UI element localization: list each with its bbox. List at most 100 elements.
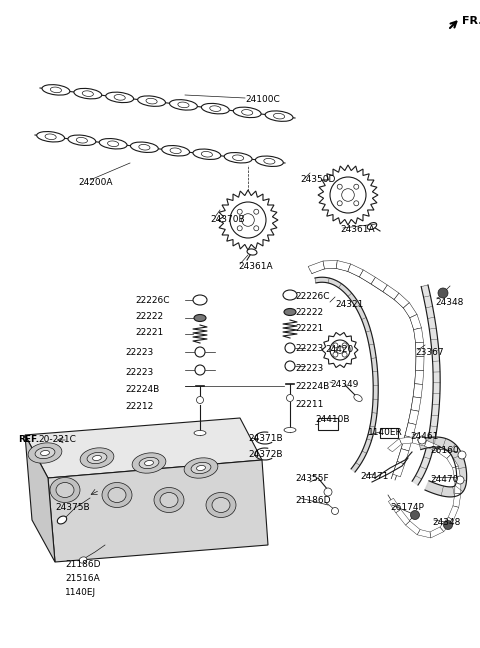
Ellipse shape [247, 249, 257, 255]
Polygon shape [412, 437, 427, 446]
Text: 22221: 22221 [295, 324, 323, 333]
Polygon shape [393, 461, 405, 477]
Text: 22224B: 22224B [295, 382, 329, 391]
Text: 22224B: 22224B [125, 385, 159, 394]
Circle shape [330, 177, 366, 213]
Text: 24349: 24349 [330, 380, 359, 389]
Circle shape [254, 209, 259, 214]
Ellipse shape [106, 92, 133, 102]
Text: 24361A: 24361A [238, 262, 273, 271]
Ellipse shape [57, 516, 67, 524]
Polygon shape [323, 260, 337, 269]
Ellipse shape [50, 87, 61, 93]
Polygon shape [394, 293, 409, 308]
Polygon shape [308, 261, 324, 273]
Text: 21186D: 21186D [295, 496, 331, 505]
Text: 1140EJ: 1140EJ [65, 588, 96, 597]
Ellipse shape [80, 448, 114, 469]
Polygon shape [360, 270, 375, 284]
FancyBboxPatch shape [380, 428, 398, 438]
Text: 22223: 22223 [125, 368, 153, 377]
Polygon shape [411, 397, 421, 411]
Ellipse shape [201, 152, 213, 157]
Ellipse shape [265, 111, 293, 121]
Text: 24321: 24321 [335, 300, 363, 309]
Text: 22221: 22221 [135, 328, 163, 337]
Circle shape [237, 209, 242, 214]
Text: 24200A: 24200A [78, 178, 112, 187]
Polygon shape [447, 454, 458, 468]
Polygon shape [425, 441, 440, 452]
Ellipse shape [206, 492, 236, 518]
Ellipse shape [36, 132, 64, 142]
Polygon shape [440, 517, 454, 531]
Ellipse shape [102, 483, 132, 507]
Ellipse shape [139, 457, 159, 469]
Ellipse shape [74, 88, 102, 99]
Ellipse shape [35, 447, 55, 459]
Ellipse shape [162, 146, 190, 156]
Circle shape [330, 340, 350, 360]
Polygon shape [397, 448, 409, 464]
Polygon shape [388, 498, 401, 513]
Text: 21516A: 21516A [65, 574, 100, 583]
Text: 24372B: 24372B [248, 450, 283, 459]
Ellipse shape [224, 152, 252, 163]
Text: 24375B: 24375B [55, 503, 90, 512]
Ellipse shape [146, 98, 157, 104]
Polygon shape [383, 285, 399, 299]
Text: 24410B: 24410B [315, 415, 349, 424]
Text: 24461: 24461 [410, 432, 438, 441]
Circle shape [336, 347, 344, 354]
Text: 22222: 22222 [135, 312, 163, 321]
Circle shape [458, 451, 466, 459]
Ellipse shape [202, 104, 229, 114]
Polygon shape [453, 466, 461, 480]
Ellipse shape [139, 145, 150, 150]
Ellipse shape [79, 557, 87, 563]
FancyBboxPatch shape [318, 418, 338, 430]
Text: 24350D: 24350D [300, 175, 336, 184]
Circle shape [285, 361, 295, 371]
Circle shape [332, 507, 338, 515]
Text: 24355F: 24355F [295, 474, 329, 483]
Polygon shape [430, 527, 444, 538]
Text: 24348: 24348 [432, 518, 460, 527]
Polygon shape [405, 422, 416, 438]
Circle shape [418, 436, 426, 444]
Polygon shape [453, 494, 461, 507]
Ellipse shape [194, 314, 206, 321]
Ellipse shape [178, 102, 189, 108]
Polygon shape [25, 418, 262, 478]
Polygon shape [418, 437, 467, 497]
Ellipse shape [274, 113, 285, 119]
Polygon shape [396, 509, 410, 525]
Polygon shape [415, 371, 424, 384]
Circle shape [254, 226, 259, 231]
Circle shape [285, 343, 295, 353]
Circle shape [410, 511, 420, 520]
Circle shape [195, 365, 205, 375]
Ellipse shape [170, 148, 181, 154]
Polygon shape [403, 303, 417, 318]
Ellipse shape [114, 95, 125, 100]
Ellipse shape [93, 456, 101, 461]
Ellipse shape [284, 428, 296, 432]
Circle shape [342, 343, 347, 348]
Text: 22212: 22212 [125, 402, 153, 411]
Text: 22223: 22223 [295, 344, 323, 353]
Ellipse shape [196, 465, 205, 470]
Circle shape [438, 288, 448, 298]
Text: FR.: FR. [462, 16, 480, 26]
Text: 22211: 22211 [295, 400, 324, 409]
Circle shape [237, 226, 242, 231]
Circle shape [342, 352, 347, 357]
Ellipse shape [42, 85, 70, 95]
Text: 22226C: 22226C [295, 292, 329, 301]
Text: 24420: 24420 [325, 345, 353, 354]
Ellipse shape [108, 141, 119, 146]
Text: 24371B: 24371B [248, 434, 283, 443]
Ellipse shape [283, 290, 297, 300]
Text: 24100C: 24100C [245, 95, 280, 104]
Circle shape [333, 343, 338, 348]
